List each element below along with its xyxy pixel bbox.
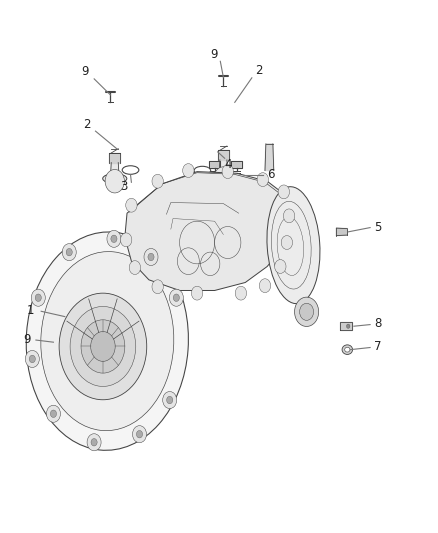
Circle shape [283,209,295,223]
Circle shape [59,293,147,400]
Polygon shape [125,172,289,290]
Circle shape [214,167,233,190]
Circle shape [62,244,76,261]
Circle shape [222,165,233,179]
Circle shape [235,286,247,300]
Text: 4: 4 [224,158,232,171]
Text: 5: 5 [374,221,381,234]
Circle shape [70,306,136,386]
Circle shape [191,286,203,300]
Circle shape [148,253,154,261]
Circle shape [35,294,41,302]
Ellipse shape [267,187,320,304]
Text: 3: 3 [120,180,127,193]
Polygon shape [209,161,220,168]
Ellipse shape [26,232,188,450]
Circle shape [111,235,117,243]
Circle shape [346,324,350,328]
Text: 8: 8 [374,317,381,330]
Text: 1: 1 [27,304,35,317]
Circle shape [162,392,177,409]
Ellipse shape [102,174,127,183]
Text: 6: 6 [267,168,275,181]
Circle shape [107,230,121,247]
Circle shape [257,173,268,187]
Polygon shape [218,150,229,160]
Circle shape [66,248,72,256]
Circle shape [281,236,293,249]
Polygon shape [109,153,120,163]
Circle shape [152,280,163,294]
Polygon shape [52,341,61,345]
Ellipse shape [211,171,236,181]
Circle shape [275,260,286,273]
Text: 9: 9 [210,48,218,61]
Text: 2: 2 [83,118,91,131]
Circle shape [87,434,101,451]
Circle shape [183,164,194,177]
Polygon shape [265,144,274,171]
Text: 9: 9 [81,66,89,78]
Circle shape [259,279,271,293]
Ellipse shape [294,297,318,326]
Circle shape [120,233,132,247]
Circle shape [105,169,124,193]
Text: 2: 2 [254,64,262,77]
Ellipse shape [300,303,314,320]
Polygon shape [219,160,228,176]
Polygon shape [336,228,347,236]
Polygon shape [340,322,352,330]
Text: 7: 7 [374,340,381,353]
Circle shape [25,350,39,367]
Circle shape [152,174,163,188]
Circle shape [170,289,184,306]
Polygon shape [110,163,119,179]
Polygon shape [69,310,90,322]
Circle shape [278,185,290,199]
Circle shape [81,320,125,373]
Text: 9: 9 [23,333,31,346]
Ellipse shape [342,345,353,354]
Ellipse shape [41,252,174,431]
Circle shape [126,198,137,212]
Circle shape [132,426,146,443]
Polygon shape [231,161,242,168]
Circle shape [173,294,180,302]
Circle shape [50,410,57,417]
Ellipse shape [345,348,350,352]
Circle shape [29,355,35,362]
Circle shape [31,289,45,306]
Circle shape [129,261,141,274]
Circle shape [91,332,115,361]
Circle shape [91,439,97,446]
Circle shape [136,431,142,438]
Circle shape [144,248,158,265]
Circle shape [166,397,173,404]
Circle shape [46,405,60,422]
Circle shape [77,312,83,319]
